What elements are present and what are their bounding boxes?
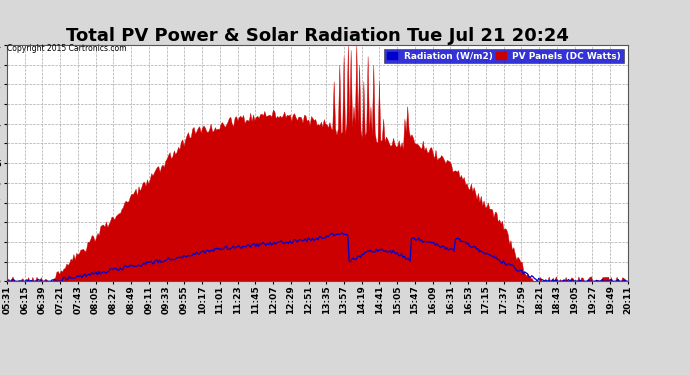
Title: Total PV Power & Solar Radiation Tue Jul 21 20:24: Total PV Power & Solar Radiation Tue Jul…: [66, 27, 569, 45]
Legend: Radiation (W/m2), PV Panels (DC Watts): Radiation (W/m2), PV Panels (DC Watts): [384, 49, 624, 63]
Text: Copyright 2015 Cartronics.com: Copyright 2015 Cartronics.com: [7, 44, 126, 52]
